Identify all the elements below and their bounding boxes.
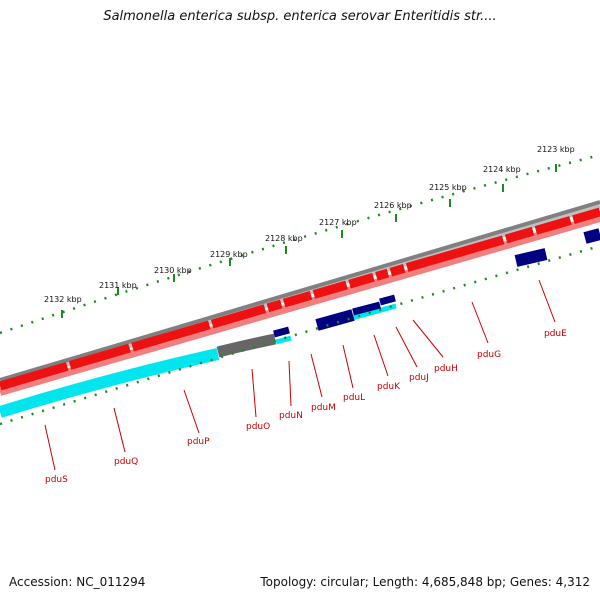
gene-label-pduG[interactable]: pduG [477,350,501,360]
genome-title: Salmonella enterica subsp. enterica sero… [103,9,497,24]
gene-label-pduN[interactable]: pduN [279,411,303,421]
ruler-tick-label: 2124 kbp [483,165,521,174]
outer-ruler-ticks [61,164,557,318]
gene-leader-line [412,319,444,358]
gene-label-pduS[interactable]: pduS [45,475,68,485]
ruler-tick-label: 2125 kbp [429,183,467,192]
gene-leader-line [44,424,56,471]
outer-ruler-labels: 2132 kbp 2131 kbp 2130 kbp 2129 kbp 2128 kbp… [44,145,575,304]
reverse-gene-5 [514,248,548,267]
gene-label-pduQ[interactable]: pduQ [114,457,138,467]
gene-label-pduE[interactable]: pduE [544,329,567,339]
reverse-gene-track [273,228,600,338]
reverse-gene-3 [352,301,381,316]
gene-leader-line [288,360,292,407]
ruler-tick-label: 2128 kbp [265,234,303,243]
reverse-gene-1 [273,326,290,338]
cyan-feature-long [0,348,220,418]
ruler-tick-label: 2127 kbp [319,218,357,227]
cyan-feature-short-a [275,335,292,345]
gene-leader-line [395,326,418,368]
reverse-gene-2 [315,309,355,331]
ruler-tick-label: 2132 kbp [44,295,82,304]
ruler-tick-label: 2123 kbp [537,145,575,154]
ruler-tick-label: 2131 kbp [99,281,137,290]
forward-strand-genes [0,207,600,391]
gene-leader-line [342,344,354,389]
gene-leader-line [183,389,200,434]
inner-ruler-track [0,244,600,426]
gene-leader-lines [44,279,556,471]
ruler-tick-label: 2126 kbp [374,201,412,210]
gene-leader-line [251,368,257,418]
gene-leader-line [113,407,126,453]
outer-ruler-track [0,153,600,335]
gene-label-pduK[interactable]: pduK [377,382,401,392]
gene-leader-line [310,353,323,398]
gene-label-pduP[interactable]: pduP [187,437,210,447]
reverse-gene-4 [379,294,396,306]
forward-gene-track [0,207,600,396]
ruler-tick-label: 2130 kbp [154,266,192,275]
gray-feature [216,333,277,358]
gene-labels: pduS pduQ pduP pduO pduN pduM pduL pduK pduJ pduH… [45,329,567,485]
gene-label-pduJ[interactable]: pduJ [409,373,429,383]
gene-leader-line [538,279,556,323]
ruler-tick-label: 2129 kbp [210,250,248,259]
genome-summary-text: Topology: circular; Length: 4,685,848 bp… [260,575,590,589]
reverse-gene-6 [583,228,600,244]
gene-label-pduM[interactable]: pduM [311,403,336,413]
forward-strand-shadow [0,214,600,396]
gene-label-pduO[interactable]: pduO [246,422,270,432]
accession-text: Accession: NC_011294 [9,575,146,589]
gene-label-pduL[interactable]: pduL [343,393,365,403]
gene-label-pduH[interactable]: pduH [434,364,458,374]
backbone [0,200,600,382]
gene-leader-line [373,334,389,377]
gene-leader-line [471,301,489,344]
